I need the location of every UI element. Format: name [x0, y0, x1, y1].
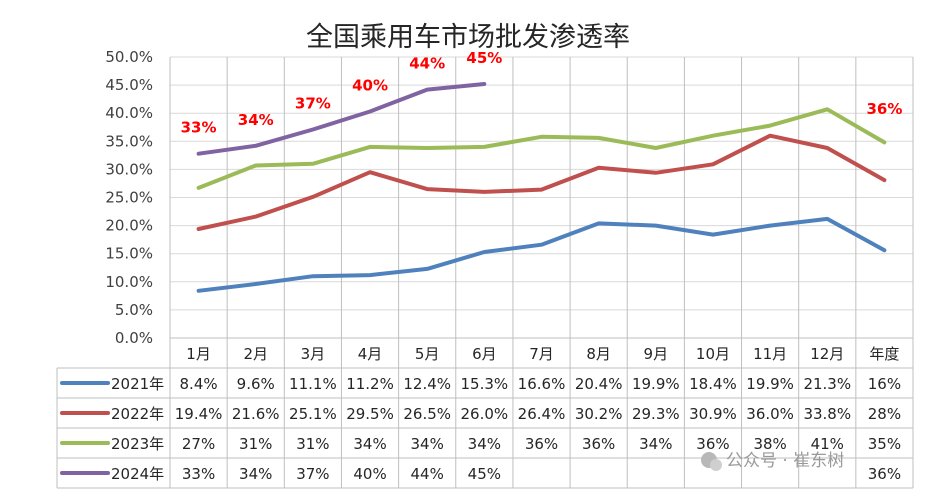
- x-category-label: 9月: [644, 345, 669, 363]
- data-table-cell: 28%: [868, 405, 901, 423]
- data-table-cell: 11.1%: [289, 375, 337, 393]
- data-table-cell: 45%: [468, 465, 501, 483]
- x-category-label: 11月: [753, 345, 787, 363]
- y-tick-label: 20.0%: [105, 217, 153, 235]
- data-table-cell: 11.2%: [346, 375, 394, 393]
- x-category-label: 12月: [810, 345, 844, 363]
- data-table-cell: 44%: [411, 465, 444, 483]
- data-table-cell: 31%: [239, 435, 272, 453]
- x-category-label: 年度: [869, 345, 899, 363]
- data-table-cell: 27%: [182, 435, 215, 453]
- annotation-label: 44%: [409, 55, 445, 73]
- wechat-icon-bubble: [710, 459, 722, 471]
- data-table-cell: 20.4%: [575, 375, 623, 393]
- series-line: [196, 107, 887, 190]
- x-category-label: 2月: [243, 345, 268, 363]
- data-table-cell: 21.3%: [803, 375, 851, 393]
- data-table-cell: 36%: [525, 435, 558, 453]
- y-tick-label: 0.0%: [115, 329, 153, 347]
- data-table-cell: 33.8%: [803, 405, 851, 423]
- data-table-cell: 31%: [296, 435, 329, 453]
- x-category-label: 10月: [696, 345, 730, 363]
- x-category-label: 8月: [586, 345, 611, 363]
- annotation-label: 36%: [866, 100, 902, 118]
- y-tick-label: 35.0%: [105, 132, 153, 150]
- y-axis-ticks: 0.0% 5.0% 10.0% 15.0% 20.0% 25.0% 30.0% 35.0% 40…: [105, 48, 153, 347]
- x-category-label: 3月: [301, 345, 326, 363]
- y-tick-label: 40.0%: [105, 104, 153, 122]
- data-table-cell: 34%: [353, 435, 386, 453]
- data-table-cell: 34%: [411, 435, 444, 453]
- legend-label: 2024年: [111, 465, 164, 483]
- data-table-cell: 30.2%: [575, 405, 623, 423]
- series-lines: [196, 82, 887, 293]
- x-category-label: 5月: [415, 345, 440, 363]
- data-table-cell: 21.6%: [232, 405, 280, 423]
- data-table-cell: 36%: [582, 435, 615, 453]
- data-table-cell: 36.0%: [746, 405, 794, 423]
- data-table-cell: 37%: [296, 465, 329, 483]
- watermark-text: 公众号 · 崔东树: [726, 451, 844, 471]
- series-line: [196, 216, 887, 293]
- legend-label: 2021年: [111, 375, 164, 393]
- data-table-cell: 12.4%: [403, 375, 451, 393]
- series-line: [196, 133, 887, 231]
- data-table-cell: 8.4%: [180, 375, 218, 393]
- y-tick-label: 25.0%: [105, 189, 153, 207]
- data-table-cell: 34%: [239, 465, 272, 483]
- data-table-cell: 15.3%: [461, 375, 509, 393]
- data-table-cell: 29.3%: [632, 405, 680, 423]
- data-table: 1月 2月 3月 4月 5月 6月 7月 8月 9月 10月 11月 12月 年度 2021年 8.4% 9.…: [56, 57, 914, 489]
- data-table-cell: 38%: [753, 435, 786, 453]
- annotation-label: 37%: [295, 94, 331, 112]
- data-table-cell: 30.9%: [689, 405, 737, 423]
- data-table-cell: 36%: [696, 435, 729, 453]
- data-table-cell: 26.0%: [461, 405, 509, 423]
- data-table-cell: 34%: [468, 435, 501, 453]
- series-line: [196, 82, 487, 156]
- data-table-cell: 16%: [868, 375, 901, 393]
- data-table-cell: 19.4%: [175, 405, 223, 423]
- data-table-cell: 40%: [353, 465, 386, 483]
- data-table-cell: 35%: [868, 435, 901, 453]
- data-table-cell: 26.5%: [403, 405, 451, 423]
- annotations: 33% 34% 37% 40% 44% 45% 36%: [181, 49, 903, 137]
- data-table-cell: 36%: [868, 465, 901, 483]
- data-table-cell: 29.5%: [346, 405, 394, 423]
- annotation-label: 40%: [352, 77, 388, 95]
- watermark: 公众号 · 崔东树: [701, 451, 844, 471]
- chart-title: 全国乘用车市场批发渗透率: [306, 22, 630, 53]
- data-table-cell: 25.1%: [289, 405, 337, 423]
- y-tick-label: 15.0%: [105, 245, 153, 263]
- data-table-cell: 19.9%: [632, 375, 680, 393]
- annotation-label: 34%: [238, 111, 274, 129]
- data-table-cell: 16.6%: [518, 375, 566, 393]
- annotation-label: 45%: [466, 49, 502, 67]
- y-tick-label: 45.0%: [105, 76, 153, 94]
- y-tick-label: 10.0%: [105, 273, 153, 291]
- x-category-label: 7月: [529, 345, 554, 363]
- data-table-cell: 33%: [182, 465, 215, 483]
- x-category-label: 1月: [186, 345, 211, 363]
- legend-label: 2023年: [111, 435, 164, 453]
- data-table-cell: 18.4%: [689, 375, 737, 393]
- y-tick-label: 5.0%: [115, 301, 153, 319]
- data-table-cell: 19.9%: [746, 375, 794, 393]
- y-tick-label: 30.0%: [105, 160, 153, 178]
- legend-label: 2022年: [111, 405, 164, 423]
- x-category-label: 6月: [472, 345, 497, 363]
- data-table-cell: 34%: [639, 435, 672, 453]
- data-table-cell: 26.4%: [518, 405, 566, 423]
- y-tick-label: 50.0%: [105, 48, 153, 66]
- x-category-label: 4月: [358, 345, 383, 363]
- data-table-cell: 41%: [811, 435, 844, 453]
- annotation-label: 33%: [181, 119, 217, 137]
- data-table-cell: 9.6%: [237, 375, 275, 393]
